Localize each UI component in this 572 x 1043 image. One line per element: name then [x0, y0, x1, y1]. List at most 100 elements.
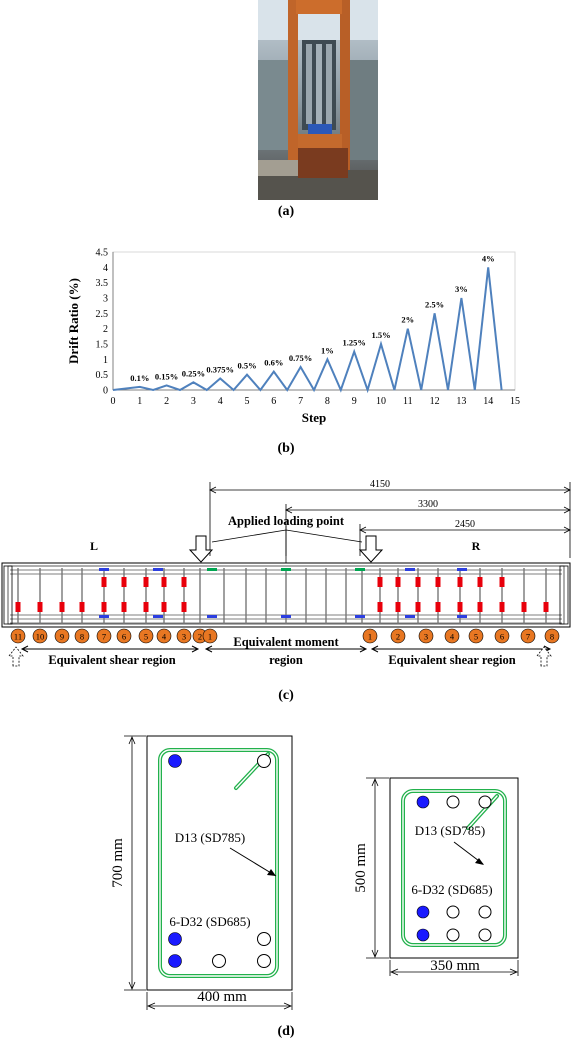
side-left-label: L — [90, 539, 98, 553]
y-tick-label: 3.5 — [96, 278, 109, 289]
stirrup-gauge — [121, 602, 127, 612]
stirrup-gauge — [15, 602, 21, 612]
peak-annotation: 2% — [401, 315, 414, 325]
gauge-number-circle — [156, 628, 172, 644]
rebar-gauge — [153, 568, 163, 571]
x-tick-label: 15 — [510, 396, 520, 407]
stirrup-gauge — [161, 577, 167, 587]
gauge-number-circle — [96, 628, 112, 644]
stirrup-gauge — [543, 602, 549, 612]
stirrup-gauge — [377, 602, 383, 612]
y-tick-label: 2.5 — [96, 309, 109, 320]
gauge-number: 11 — [14, 632, 22, 642]
stirrup-gauge — [477, 602, 483, 612]
peak-annotation: 0.375% — [206, 365, 234, 375]
section-right: D13 (SD785) 6-D32 (SD685) 500 mm — [353, 777, 519, 976]
stirrup-gauge — [499, 577, 505, 587]
rebar-gauge — [153, 615, 163, 618]
y-tick-label: 2 — [103, 324, 108, 335]
rebar-gauge — [99, 568, 109, 571]
stirrup-gauge — [395, 577, 401, 587]
panel-label-a: (a) — [277, 204, 295, 219]
y-axis-label: Drift Ratio (%) — [66, 278, 81, 364]
region-right-label: Equivalent shear region — [388, 653, 515, 667]
region-mid-label-2: region — [269, 653, 303, 667]
gauge-number-circle — [468, 628, 484, 644]
moment-gauge — [281, 568, 291, 571]
side-right-label: R — [472, 539, 481, 553]
gauge-number: 4 — [450, 632, 455, 642]
right-width-label: 350 mm — [430, 958, 480, 974]
y-tick-label: 0 — [103, 386, 108, 397]
stirrup-gauge — [59, 602, 65, 612]
section-left: D13 (SD785) 6-D32 (SD685) 700 mm — [110, 735, 293, 1010]
stirrup-gauge — [377, 577, 383, 587]
gauge-number-circle — [418, 628, 434, 644]
test-setup-photo — [258, 0, 378, 200]
gauge-number: 8 — [550, 632, 554, 642]
y-tick-label: 0.5 — [96, 370, 109, 381]
y-tick-label: 4 — [103, 263, 108, 274]
stirrup-gauge — [121, 577, 127, 587]
x-tick-label: 10 — [376, 396, 386, 407]
gauge-number-circle — [444, 628, 460, 644]
x-tick-label: 2 — [164, 396, 169, 407]
region-mid-label-1: Equivalent moment — [233, 635, 339, 649]
left-stirrup-label: D13 (SD785) — [175, 830, 245, 845]
beam-diagram: 4150 3300 2450 Applied loading point L R… — [0, 478, 572, 678]
gauge-number: 10 — [36, 632, 45, 642]
stirrup-gauge — [161, 602, 167, 612]
dim-2450: 2450 — [455, 519, 475, 530]
x-tick-label: 8 — [325, 396, 330, 407]
right-rebar-label: 6-D32 (SD685) — [411, 882, 492, 897]
gauge-number: 5 — [144, 632, 148, 642]
stirrup-gauge — [435, 577, 441, 587]
gauge-number: 6 — [122, 632, 126, 642]
gauge-number: 1 — [368, 632, 372, 642]
rebar-gauge — [99, 615, 109, 618]
gauge-number: 2 — [198, 632, 202, 642]
rebar-gauge — [457, 568, 467, 571]
gauge-number-circle — [202, 628, 218, 644]
y-tick-label: 1 — [103, 355, 108, 366]
gauge-number: 2 — [396, 632, 400, 642]
stirrup-gauge — [499, 602, 505, 612]
gauge-number: 7 — [102, 632, 106, 642]
peak-annotation: 0.25% — [182, 368, 205, 378]
drift-chart: 0 1 2 3 4 5 6 7 8 9 10 11 12 13 14 15 0 0.5 1 1.5 2 2.5 3 3.5 4 4… — [60, 240, 530, 436]
rebar-gauge — [405, 568, 415, 571]
y-tick-label: 3 — [103, 294, 108, 305]
stirrup-gauge — [457, 577, 463, 587]
load-arrow-right-icon — [358, 535, 384, 563]
y-tick-label: 1.5 — [96, 340, 109, 351]
gauge-number-circle — [494, 628, 510, 644]
drift-series-line — [112, 267, 503, 394]
plot-area — [112, 251, 516, 391]
x-tick-label: 3 — [191, 396, 196, 407]
y-tick-label: 4.5 — [96, 248, 109, 259]
gauge-number: 6 — [500, 632, 504, 642]
right-height-label: 500 mm — [353, 843, 369, 893]
stirrup-gauge — [395, 602, 401, 612]
panel-label-d: (d) — [277, 1024, 295, 1039]
right-stirrup-label: D13 (SD785) — [415, 823, 485, 838]
stirrup-gauge — [37, 602, 43, 612]
x-tick-label: 6 — [271, 396, 276, 407]
gauge-number-circle — [116, 628, 132, 644]
gauge-number: 5 — [474, 632, 478, 642]
peak-annotation: 0.5% — [237, 361, 256, 371]
peak-annotation: 2.5% — [425, 299, 444, 309]
gauge-number: 3 — [424, 632, 428, 642]
loading-point-label: Applied loading point — [228, 514, 345, 528]
x-tick-label: 12 — [430, 396, 440, 407]
stirrup-gauge — [415, 602, 421, 612]
peak-annotation: 1.5% — [371, 330, 390, 340]
stirrup-gauge — [435, 602, 441, 612]
peak-annotation: 0.15% — [155, 371, 178, 381]
dim-3300: 3300 — [418, 499, 438, 510]
support-arrow-right-icon — [536, 646, 552, 667]
stirrup-gauge — [143, 602, 149, 612]
region-left-label: Equivalent shear region — [48, 653, 175, 667]
x-tick-label: 0 — [111, 396, 116, 407]
left-width-label: 400 mm — [197, 989, 247, 1005]
